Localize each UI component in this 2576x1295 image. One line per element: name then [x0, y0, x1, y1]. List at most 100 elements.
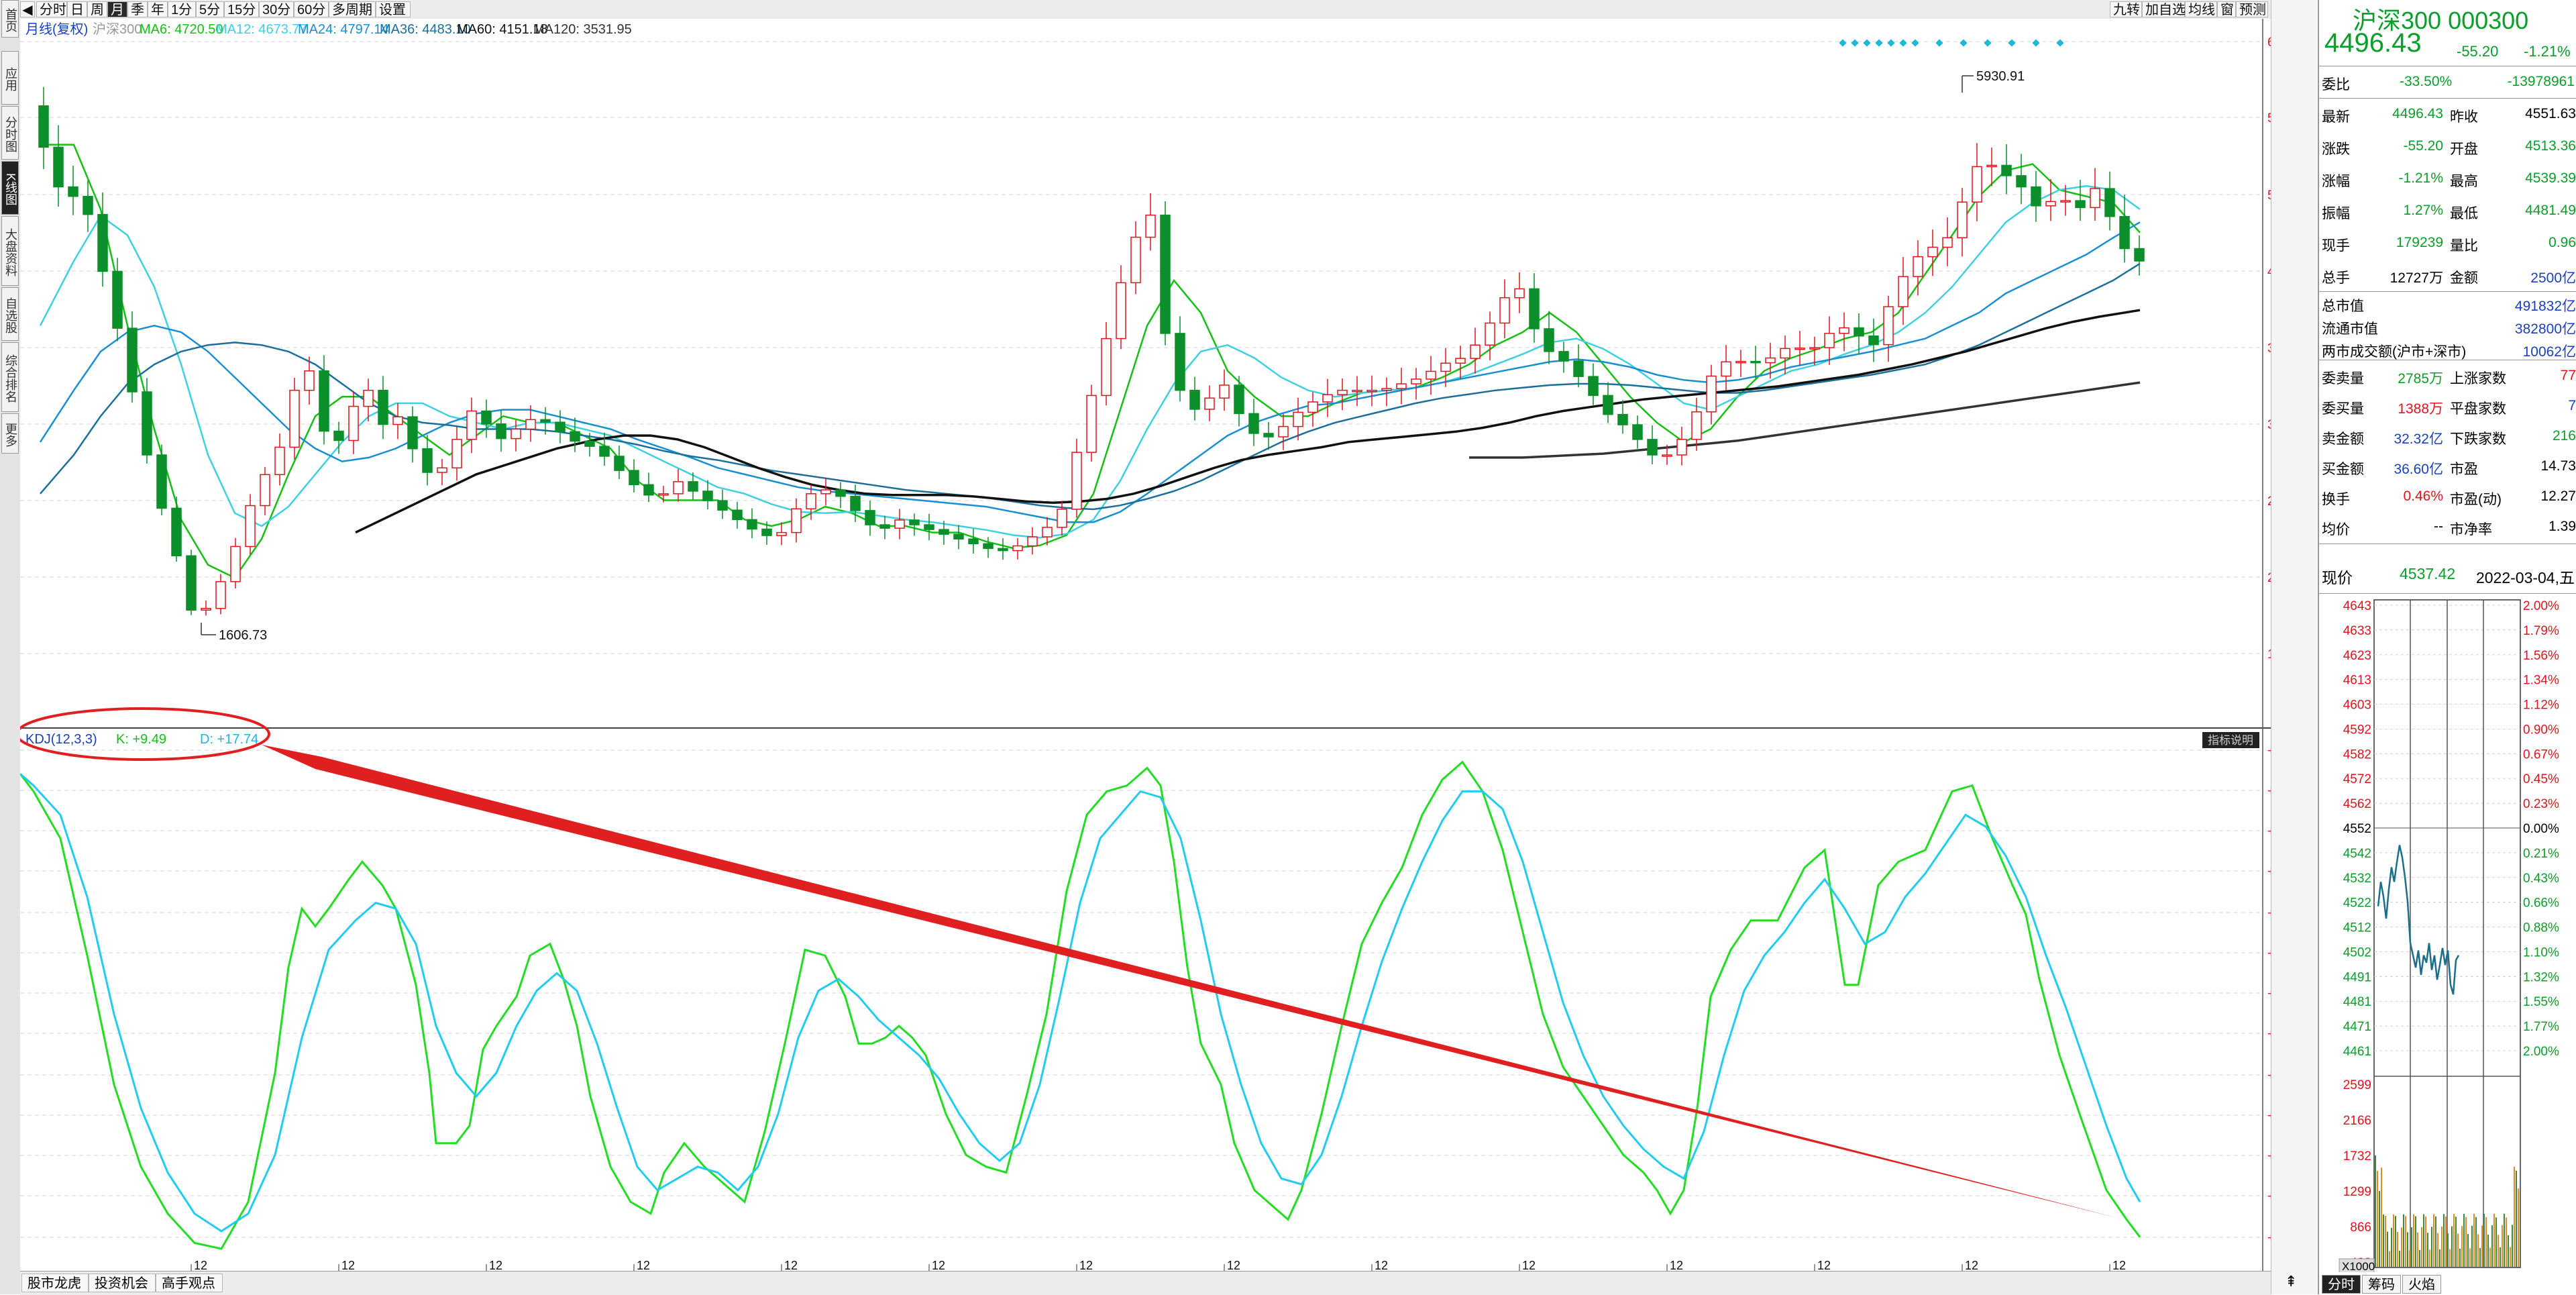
quote-row: 涨幅 -1.21% 最高 4539.39 — [2319, 162, 2576, 195]
candle — [747, 519, 757, 530]
candle — [525, 419, 536, 430]
kdj-axis-label: +55.58 — [2267, 987, 2271, 1001]
period-button[interactable]: 1分 — [168, 1, 196, 17]
kdj-d-value: D: +17.74 — [200, 732, 258, 747]
period-button[interactable]: 月 — [107, 1, 127, 17]
candle — [481, 410, 492, 425]
candle — [201, 608, 211, 611]
scroll-top-icon[interactable]: ⇞ — [2285, 1273, 2298, 1290]
period-button[interactable]: 30分 — [259, 1, 294, 17]
intraday-mini-chart[interactable]: 4643 2.00% 4633 1.79% 4623 1.56% 4613 1.34% 4603… — [2319, 594, 2576, 1272]
kdj-axis-label: +34.77 — [2267, 1109, 2271, 1123]
candle — [2090, 188, 2100, 209]
candle — [1071, 452, 1082, 510]
now-date: 2022-03-04,五 — [2475, 569, 2575, 586]
kline-axis-label: 5605 — [2267, 111, 2271, 125]
quote-l1: 涨跌 — [2322, 142, 2350, 157]
period-button[interactable]: 季 — [127, 1, 148, 17]
signal-marker — [1839, 39, 1847, 47]
candle — [363, 389, 374, 407]
candle — [1175, 333, 1185, 391]
period-button[interactable]: 5分 — [196, 1, 224, 17]
quote-v2: 0.96 — [2548, 235, 2576, 250]
period-button[interactable]: 60分 — [294, 1, 329, 17]
ma-line — [39, 221, 2141, 523]
current-price-row: 现价 4537.42 2022-03-04,五 — [2319, 557, 2576, 586]
weibi-row: 委比 -33.50% -13978961 — [2319, 66, 2576, 98]
period-button[interactable]: 分时 — [36, 1, 67, 17]
quote-v2: 2500亿 — [2530, 270, 2576, 286]
candle — [1824, 333, 1835, 348]
quote-v1: 1388万 — [2398, 401, 2443, 417]
candle — [629, 470, 639, 486]
candle — [245, 505, 256, 548]
quote-v1: 1.27% — [2403, 203, 2443, 218]
panel-tab[interactable]: 筹码 — [2362, 1275, 2401, 1294]
chart-right-strip: ⇞ — [2271, 0, 2318, 1294]
back-arrow-icon[interactable]: ◀ — [20, 1, 35, 17]
period-button[interactable]: 设置 — [376, 1, 411, 17]
quote-l1: 买金额 — [2322, 462, 2364, 477]
candle — [1514, 288, 1525, 299]
candle — [466, 410, 477, 440]
mini-price-label: 4481 — [2343, 995, 2371, 1009]
mini-price-label: 4623 — [2343, 649, 2371, 663]
bottom-tab[interactable]: 股市龙虎 — [21, 1274, 89, 1292]
quote-v1: 12727万 — [2390, 270, 2443, 286]
period-button[interactable]: 年 — [148, 1, 168, 17]
candle — [1986, 164, 1997, 168]
candle — [1366, 389, 1377, 393]
candle — [1854, 327, 1864, 337]
mini-pct-label: 1.10% — [2523, 945, 2559, 960]
candle — [1691, 411, 1702, 440]
left-tab[interactable]: 首页 — [1, 0, 19, 38]
left-tab[interactable]: 自选股 — [1, 287, 19, 341]
candle — [599, 446, 610, 457]
candle — [186, 555, 197, 611]
candle — [835, 489, 846, 497]
tool-button[interactable]: 窗 — [2217, 1, 2236, 17]
quote-v2: 77 — [2560, 368, 2576, 383]
panel-tab[interactable]: 火焰 — [2402, 1275, 2441, 1294]
left-tab[interactable]: 分时图 — [1, 106, 19, 160]
left-tab[interactable]: K线图 — [1, 161, 19, 215]
bottom-tab[interactable]: 投资机会 — [89, 1274, 156, 1292]
candle — [1440, 362, 1451, 372]
quote-v1: 179239 — [2396, 235, 2443, 250]
candle — [1485, 322, 1495, 346]
bottom-tab[interactable]: 高手观点 — [156, 1274, 223, 1292]
period-button[interactable]: 周 — [87, 1, 107, 17]
candle — [820, 489, 831, 495]
candle — [1927, 246, 1938, 258]
indicator-help-button[interactable]: 指标说明 — [2208, 734, 2253, 747]
mini-volume-label: 1732 — [2343, 1149, 2371, 1163]
period-button[interactable]: 日 — [67, 1, 87, 17]
candle — [53, 146, 64, 188]
candle — [1839, 327, 1849, 334]
candle — [688, 481, 698, 492]
period-button[interactable]: 多周期 — [329, 1, 376, 17]
tool-button[interactable]: 预测 — [2236, 1, 2268, 17]
tool-button[interactable]: 九转 — [2110, 1, 2142, 17]
candle — [761, 528, 772, 536]
tool-button[interactable]: 均线 — [2185, 1, 2217, 17]
candle — [274, 446, 285, 476]
candle — [953, 533, 964, 540]
period-button[interactable]: 15分 — [224, 1, 259, 17]
mini-pct-label: 0.90% — [2523, 723, 2559, 737]
now-label: 现价 — [2322, 569, 2353, 586]
panel-tab[interactable]: 分时 — [2322, 1275, 2361, 1294]
tool-button[interactable]: 加自选 — [2142, 1, 2186, 17]
left-tab[interactable]: 应用 — [1, 51, 19, 105]
left-tab[interactable]: 综合排名 — [1, 342, 19, 412]
mini-price-label: 4552 — [2343, 822, 2371, 836]
ma-label: MA36: 4483.10 — [380, 22, 471, 37]
left-tab[interactable]: 更多 — [1, 413, 19, 454]
mini-pct-label: 1.56% — [2523, 649, 2559, 663]
kline-axis-label: 5014 — [2267, 189, 2271, 203]
left-tab[interactable]: 大盘资料 — [1, 216, 19, 286]
candle — [1662, 454, 1672, 457]
kline-axis-label: 3239 — [2267, 418, 2271, 432]
candle — [1868, 335, 1879, 346]
